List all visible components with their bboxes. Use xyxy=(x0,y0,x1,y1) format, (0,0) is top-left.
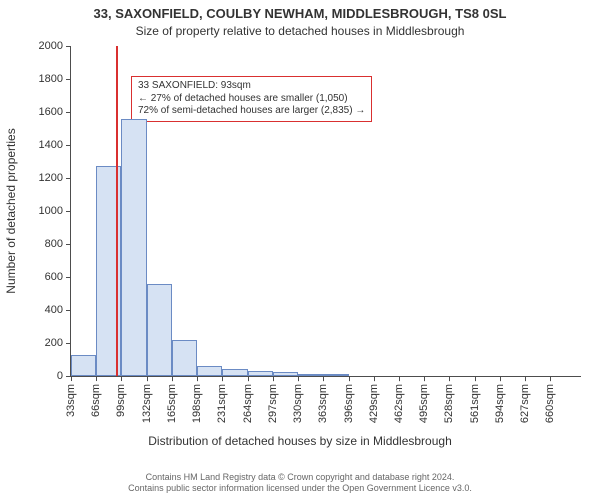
y-tick: 1000 xyxy=(39,205,71,217)
x-tick: 495sqm xyxy=(418,376,430,423)
y-tick: 1800 xyxy=(39,73,71,85)
x-tick: 396sqm xyxy=(343,376,355,423)
x-tick: 66sqm xyxy=(90,376,102,417)
x-tick: 231sqm xyxy=(216,376,228,423)
x-tick: 462sqm xyxy=(393,376,405,423)
footer-attribution: Contains HM Land Registry data © Crown c… xyxy=(0,472,600,494)
x-tick: 627sqm xyxy=(519,376,531,423)
property-marker-line xyxy=(116,46,118,376)
x-tick: 165sqm xyxy=(166,376,178,423)
annotation-line-1: 33 SAXONFIELD: 93sqm xyxy=(138,80,365,93)
x-tick: 132sqm xyxy=(141,376,153,423)
footer-line-2: Contains public sector information licen… xyxy=(0,483,600,494)
chart-container: 33, SAXONFIELD, COULBY NEWHAM, MIDDLESBR… xyxy=(0,0,600,500)
histogram-bar xyxy=(147,284,172,376)
x-tick: 528sqm xyxy=(443,376,455,423)
x-axis-label: Distribution of detached houses by size … xyxy=(0,434,600,448)
histogram-bar xyxy=(172,340,197,376)
y-tick: 1200 xyxy=(39,172,71,184)
y-tick: 200 xyxy=(45,337,71,349)
y-tick: 1600 xyxy=(39,106,71,118)
histogram-bar xyxy=(248,371,273,376)
x-tick: 297sqm xyxy=(267,376,279,423)
x-tick: 363sqm xyxy=(317,376,329,423)
annotation-box: 33 SAXONFIELD: 93sqm ← 27% of detached h… xyxy=(131,76,372,122)
x-tick: 594sqm xyxy=(494,376,506,423)
x-tick: 561sqm xyxy=(469,376,481,423)
histogram-bar xyxy=(71,355,96,376)
histogram-bar xyxy=(273,372,298,376)
histogram-bar xyxy=(323,374,348,376)
chart-title-primary: 33, SAXONFIELD, COULBY NEWHAM, MIDDLESBR… xyxy=(0,6,600,21)
footer-line-1: Contains HM Land Registry data © Crown c… xyxy=(0,472,600,483)
y-tick: 2000 xyxy=(39,40,71,52)
y-tick: 800 xyxy=(45,238,71,250)
annotation-line-2: ← 27% of detached houses are smaller (1,… xyxy=(138,93,365,106)
plot-area: 33 SAXONFIELD: 93sqm ← 27% of detached h… xyxy=(70,46,581,377)
chart-title-secondary: Size of property relative to detached ho… xyxy=(0,24,600,38)
x-tick: 330sqm xyxy=(292,376,304,423)
y-tick: 400 xyxy=(45,304,71,316)
x-tick: 264sqm xyxy=(242,376,254,423)
x-tick: 660sqm xyxy=(544,376,556,423)
x-tick: 99sqm xyxy=(115,376,127,417)
annotation-line-3: 72% of semi-detached houses are larger (… xyxy=(138,105,365,118)
x-tick: 429sqm xyxy=(368,376,380,423)
y-tick: 1400 xyxy=(39,139,71,151)
histogram-bar xyxy=(121,119,146,376)
histogram-bar xyxy=(222,369,247,376)
histogram-bar xyxy=(197,366,222,376)
histogram-bar xyxy=(298,374,323,376)
x-tick: 198sqm xyxy=(191,376,203,423)
y-tick: 600 xyxy=(45,271,71,283)
y-axis-label: Number of detached properties xyxy=(4,128,18,293)
x-tick: 33sqm xyxy=(65,376,77,417)
